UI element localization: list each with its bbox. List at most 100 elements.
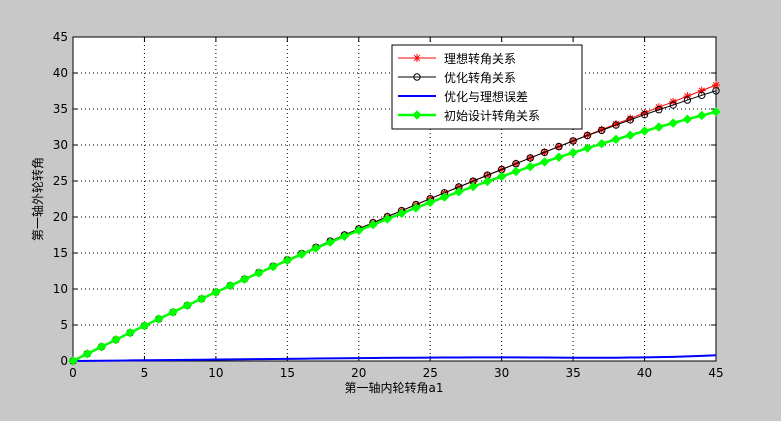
data-point <box>697 110 707 121</box>
y-tick-label: 15 <box>53 246 68 260</box>
data-point <box>468 181 478 192</box>
data-point <box>540 148 549 156</box>
data-point <box>82 349 92 359</box>
data-point <box>611 134 621 145</box>
data-point <box>626 116 634 124</box>
star-stroke <box>641 109 648 117</box>
data-point <box>654 122 664 132</box>
legend-label: 优化与理想误差 <box>444 89 528 104</box>
y-tick-label: 5 <box>60 318 68 332</box>
data-point <box>254 268 264 278</box>
x-tick-label: 25 <box>423 366 438 380</box>
y-tick-label: 30 <box>53 138 68 152</box>
x-tick-label: 5 <box>141 366 149 380</box>
data-point <box>698 91 706 100</box>
data-point <box>612 121 620 129</box>
legend-label: 理想转角关系 <box>444 51 516 66</box>
data-point <box>525 161 535 172</box>
data-point <box>425 197 435 208</box>
data-point <box>482 176 493 187</box>
data-point <box>511 166 521 177</box>
x-tick-label: 30 <box>494 366 509 380</box>
data-point <box>182 300 193 311</box>
data-point <box>639 126 650 136</box>
x-tick-label: 40 <box>637 366 652 380</box>
data-point <box>68 356 78 366</box>
data-point <box>339 231 350 242</box>
data-point <box>368 219 378 230</box>
data-point <box>96 342 107 352</box>
star-stroke <box>655 104 662 111</box>
x-tick-label: 35 <box>565 366 580 380</box>
star-stroke <box>684 92 691 100</box>
data-point <box>711 107 721 117</box>
y-tick-label: 0 <box>60 354 68 368</box>
data-point <box>411 203 421 213</box>
data-point <box>555 142 563 151</box>
x-tick-label: 15 <box>280 366 295 380</box>
x-tick-label: 45 <box>708 366 723 380</box>
data-point <box>568 147 578 158</box>
y-tick-label: 35 <box>53 102 68 116</box>
data-point <box>111 334 121 345</box>
x-tick-label: 0 <box>69 366 77 380</box>
data-point <box>354 225 364 236</box>
x-axis-label: 第一轴内轮转角a1 <box>345 380 444 395</box>
data-point <box>554 152 564 162</box>
data-point <box>597 126 606 135</box>
y-tick-label: 10 <box>53 282 68 296</box>
data-point <box>539 157 550 167</box>
data-point <box>139 321 150 331</box>
data-point <box>154 314 164 324</box>
data-point <box>382 214 393 224</box>
data-point <box>569 137 577 145</box>
legend-label: 初始设计转角关系 <box>444 108 540 123</box>
data-point <box>669 101 677 109</box>
data-point <box>582 143 593 153</box>
legend-marker <box>413 73 421 81</box>
data-point <box>682 114 693 124</box>
data-point <box>211 287 221 297</box>
data-point <box>239 274 250 284</box>
data-point <box>168 307 178 317</box>
data-point <box>655 106 663 114</box>
y-tick-label: 20 <box>53 210 68 224</box>
legend-marker <box>413 54 421 62</box>
data-point <box>668 118 678 128</box>
data-point <box>583 131 592 140</box>
y-tick-label: 25 <box>53 174 68 188</box>
data-point <box>125 327 135 338</box>
data-point <box>712 81 720 90</box>
data-point <box>625 130 635 140</box>
legend-marker <box>412 110 422 120</box>
series-line <box>72 354 717 362</box>
star-stroke <box>413 54 421 62</box>
y-tick-label: 40 <box>53 66 68 80</box>
data-point <box>396 208 407 219</box>
data-point <box>282 255 293 266</box>
data-point <box>683 96 692 104</box>
data-point <box>526 154 534 162</box>
data-point <box>683 92 692 101</box>
data-point <box>325 237 335 247</box>
data-point <box>268 261 278 272</box>
legend-label: 优化转角关系 <box>444 70 516 85</box>
y-tick-label: 45 <box>53 30 68 44</box>
data-point <box>311 243 321 253</box>
series-line <box>72 110 717 363</box>
x-tick-label: 10 <box>208 366 223 380</box>
data-point <box>439 192 450 202</box>
data-point <box>196 294 207 304</box>
data-point <box>496 171 507 182</box>
data-point <box>596 138 607 149</box>
star-stroke <box>712 81 720 89</box>
data-point <box>712 87 720 95</box>
x-tick-label: 20 <box>351 366 366 380</box>
data-point <box>640 110 649 119</box>
data-point <box>454 187 464 197</box>
data-point <box>225 280 235 291</box>
y-axis-label: 第一轴外轮转角 <box>30 157 45 241</box>
